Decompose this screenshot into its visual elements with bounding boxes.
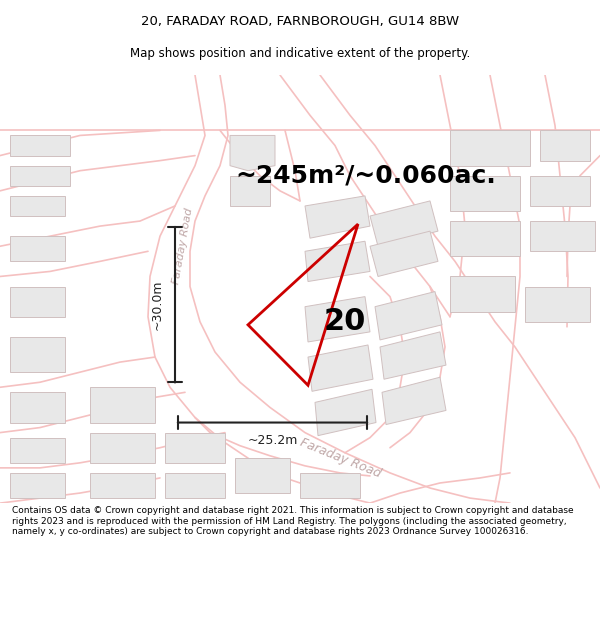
Text: Faraday Road: Faraday Road: [172, 208, 194, 285]
Polygon shape: [305, 241, 370, 281]
Text: 20, FARADAY ROAD, FARNBOROUGH, GU14 8BW: 20, FARADAY ROAD, FARNBOROUGH, GU14 8BW: [141, 14, 459, 28]
Polygon shape: [10, 286, 65, 317]
Polygon shape: [165, 473, 225, 498]
Polygon shape: [315, 389, 376, 436]
Polygon shape: [10, 236, 65, 261]
Polygon shape: [10, 473, 65, 498]
Polygon shape: [450, 131, 530, 166]
Polygon shape: [165, 432, 225, 463]
Polygon shape: [90, 388, 155, 422]
Text: ~245m²/~0.060ac.: ~245m²/~0.060ac.: [235, 164, 496, 188]
Polygon shape: [300, 473, 360, 498]
Polygon shape: [10, 136, 70, 156]
Polygon shape: [10, 392, 65, 422]
Polygon shape: [540, 131, 590, 161]
Polygon shape: [450, 221, 520, 256]
Polygon shape: [370, 201, 438, 246]
Polygon shape: [10, 166, 70, 186]
Polygon shape: [305, 196, 370, 238]
Polygon shape: [90, 473, 155, 498]
Polygon shape: [90, 432, 155, 463]
Polygon shape: [375, 292, 442, 340]
Text: Contains OS data © Crown copyright and database right 2021. This information is : Contains OS data © Crown copyright and d…: [12, 506, 574, 536]
Polygon shape: [305, 297, 370, 342]
Polygon shape: [10, 337, 65, 372]
Text: ~25.2m: ~25.2m: [247, 434, 298, 447]
Polygon shape: [235, 458, 290, 493]
Text: 20: 20: [323, 307, 366, 336]
Polygon shape: [530, 221, 595, 251]
Polygon shape: [525, 286, 590, 322]
Text: Faraday Road: Faraday Road: [298, 436, 382, 480]
Polygon shape: [380, 332, 446, 379]
Text: Map shows position and indicative extent of the property.: Map shows position and indicative extent…: [130, 48, 470, 61]
Polygon shape: [382, 378, 446, 424]
Polygon shape: [10, 196, 65, 216]
Polygon shape: [450, 176, 520, 211]
Polygon shape: [530, 176, 590, 206]
Polygon shape: [450, 276, 515, 312]
Text: ~30.0m: ~30.0m: [151, 279, 163, 330]
Polygon shape: [308, 345, 373, 391]
Polygon shape: [230, 176, 270, 206]
Polygon shape: [230, 136, 275, 171]
Polygon shape: [10, 438, 65, 463]
Polygon shape: [370, 231, 438, 276]
